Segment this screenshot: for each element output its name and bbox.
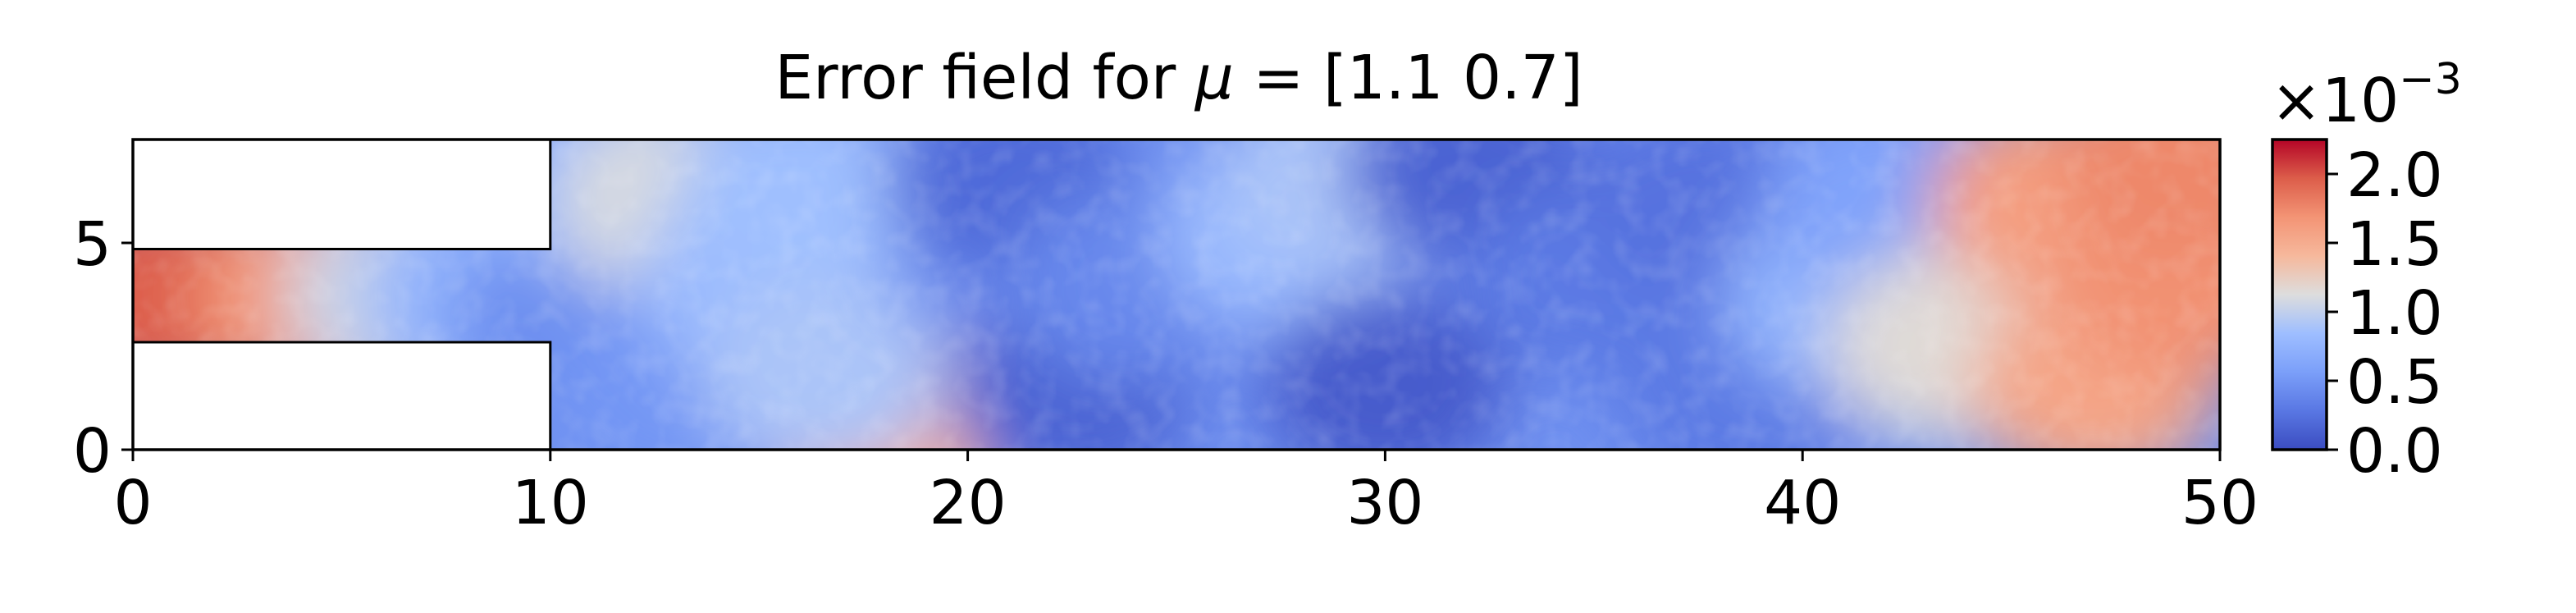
- chart-title: Error field for μ = [1.1 0.7]: [774, 43, 1583, 113]
- axes-frame: [131, 138, 2222, 451]
- chart-title-suffix: = [1.1 0.7]: [1234, 43, 1583, 113]
- chart-title-mu-symbol: μ: [1194, 43, 1234, 113]
- x-tick-label: 10: [512, 468, 589, 538]
- x-tick-label: 20: [929, 468, 1007, 538]
- x-tick-label: 40: [1764, 468, 1841, 538]
- colorbar-tick-label: 2.0: [2346, 140, 2443, 211]
- colorbar-tick-label: 1.5: [2346, 209, 2443, 280]
- colorbar-exponent: −3: [2399, 55, 2462, 104]
- colorbar-gradient: [2271, 138, 2328, 451]
- x-axis: 0 10 20 30 40 50: [113, 450, 2259, 538]
- error-field-heatmap: [133, 140, 2220, 450]
- x-tick-label: 30: [1346, 468, 1423, 538]
- colorbar-tick-label: 1.0: [2346, 278, 2443, 349]
- colorbar-multiplier: ×10: [2271, 66, 2399, 136]
- x-tick-label: 50: [2181, 468, 2259, 538]
- y-tick-label: 0: [73, 416, 112, 487]
- plot-area: 0 10 20 30 40 50 05: [73, 138, 2259, 538]
- domain-outline: [133, 140, 552, 450]
- colorbar-tick-label: 0.5: [2346, 347, 2443, 418]
- mesh-texture: [133, 140, 2220, 450]
- colorbar: 0.00.51.01.52.0 ×10−3: [2271, 55, 2462, 487]
- y-tick-label: 5: [73, 209, 112, 280]
- colorbar-ticks: 0.00.51.01.52.0: [2327, 140, 2443, 487]
- colorbar-tick-label: 0.0: [2346, 416, 2443, 487]
- x-tick-label: 0: [113, 468, 152, 538]
- colorbar-scale-label: ×10−3: [2271, 55, 2462, 136]
- chart-title-prefix: Error field for: [774, 43, 1194, 113]
- y-axis: 05: [73, 209, 133, 487]
